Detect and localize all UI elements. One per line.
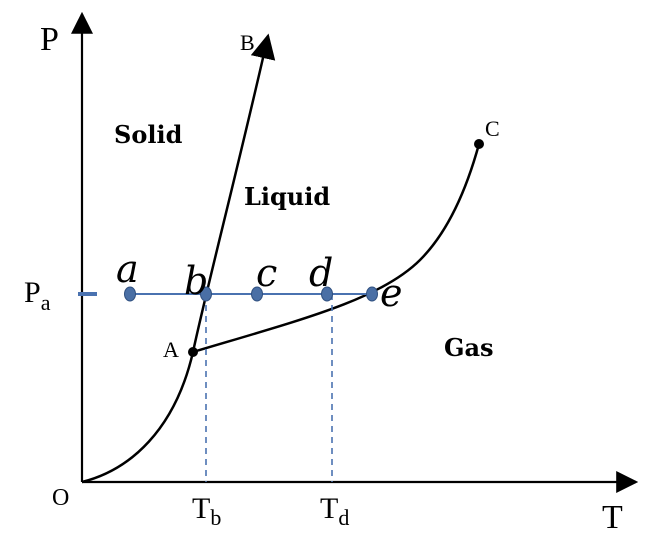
vaporization-curve	[192, 143, 481, 354]
critical-point-label: C	[485, 116, 500, 141]
pa-label-sub: a	[41, 290, 51, 315]
liquid-region-label: Liquid	[244, 182, 330, 211]
state-marker-c	[251, 286, 263, 302]
state-label-e: e	[380, 271, 403, 315]
critical-point	[474, 139, 484, 149]
fusion-end-label: B	[240, 30, 255, 55]
origin-label: O	[52, 485, 69, 511]
state-marker-d	[321, 286, 333, 302]
fusion-curve	[191, 33, 276, 353]
state-label-a: a	[116, 247, 139, 291]
tb-label-sub: b	[210, 505, 221, 530]
x-axis-label: T	[602, 499, 623, 536]
td-label-main: T	[320, 492, 338, 525]
state-marker-e	[366, 286, 378, 302]
tb-label-main: T	[192, 492, 210, 525]
state-label-d: d	[309, 251, 333, 295]
tb-label: Tb	[192, 492, 221, 530]
state-label-b: b	[184, 259, 208, 303]
td-label-sub: d	[338, 505, 349, 530]
gas-region-label: Gas	[444, 333, 494, 362]
state-marker-a	[124, 286, 136, 302]
sublimation-curve	[81, 351, 195, 484]
td-label: Td	[320, 492, 349, 530]
pa-label-main: P	[24, 276, 41, 309]
triple-point-label: A	[163, 337, 179, 362]
triple-point	[188, 347, 198, 357]
y-axis-label: P	[40, 21, 59, 58]
state-marker-b	[200, 286, 212, 302]
state-label-c: c	[256, 251, 277, 295]
pa-label: Pa	[24, 276, 51, 315]
solid-region-label: Solid	[114, 120, 183, 149]
